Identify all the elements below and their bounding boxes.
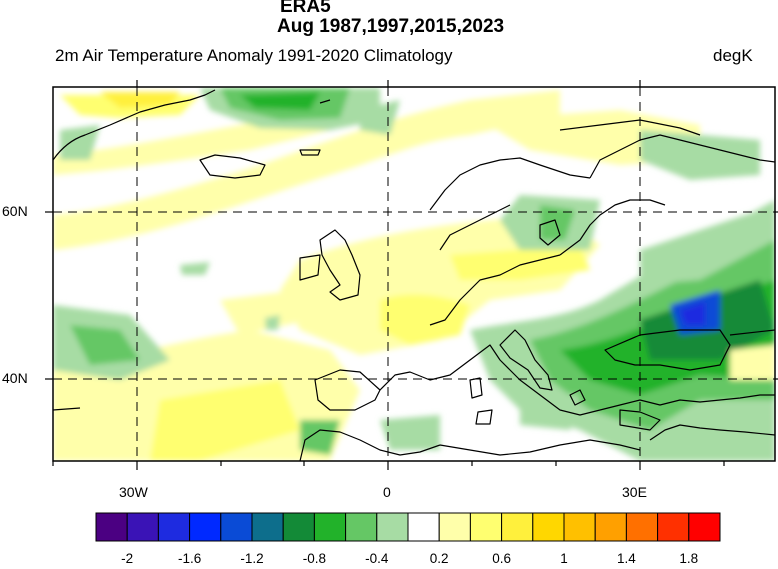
- units-label: degK: [713, 46, 753, 65]
- colorbar-tick-label: 1.8: [679, 551, 699, 566]
- graticule: [53, 87, 775, 461]
- colorbar-swatch: [657, 512, 690, 542]
- variable-title: 2m Air Temperature Anomaly 1991-2020 Cli…: [55, 46, 453, 65]
- colorbar-swatch: [126, 512, 159, 542]
- map-frame: [52, 86, 776, 462]
- colorbar-swatch: [625, 512, 659, 542]
- colorbar-swatch: [282, 512, 315, 542]
- anomaly-field: [53, 87, 775, 461]
- colorbar-tick-label: 0.2: [429, 551, 449, 566]
- colorbar-swatch: [532, 512, 565, 542]
- colorbar-swatch: [345, 512, 378, 542]
- colorbar-swatch: [157, 512, 191, 542]
- dataset-title: ERA5: [280, 0, 331, 17]
- lon-label-30w: 30W: [119, 484, 148, 500]
- colorbar-swatch: [95, 512, 128, 542]
- colorbar-swatch: [220, 512, 253, 542]
- colorbar: [95, 512, 721, 542]
- colorbar-swatch: [189, 512, 222, 542]
- period-title: Aug 1987,1997,2015,2023: [277, 16, 505, 37]
- colorbar-swatch: [251, 512, 284, 542]
- colorbar-tick-label: 1.4: [617, 551, 636, 566]
- colorbar-tick-label: 1: [560, 551, 568, 566]
- colorbar-tick-label: 0.6: [492, 551, 511, 566]
- colorbar-swatch: [563, 512, 596, 542]
- colorbar-tick-label: -2: [121, 551, 134, 566]
- colorbar-swatch: [594, 512, 627, 542]
- tick-marks: [45, 80, 778, 470]
- lon-label-0: 0: [383, 484, 391, 500]
- colorbar-swatch: [376, 512, 409, 542]
- colorbar-swatch: [469, 512, 503, 542]
- lon-label-30e: 30E: [622, 484, 647, 500]
- colorbar-swatch: [501, 512, 534, 542]
- colorbar-swatch: [407, 512, 440, 542]
- colorbar-tick-label: -1.2: [240, 551, 264, 566]
- lat-label-40n: 40N: [2, 370, 28, 386]
- lat-label-60n: 60N: [2, 203, 28, 219]
- colorbar-tick-label: -1.6: [177, 551, 202, 566]
- colorbar-tick-label: -0.4: [365, 551, 389, 566]
- colorbar-swatch: [438, 512, 471, 542]
- colorbar-swatch: [313, 512, 347, 542]
- colorbar-tick-label: -0.8: [302, 551, 327, 566]
- colorbar-swatch: [688, 512, 721, 542]
